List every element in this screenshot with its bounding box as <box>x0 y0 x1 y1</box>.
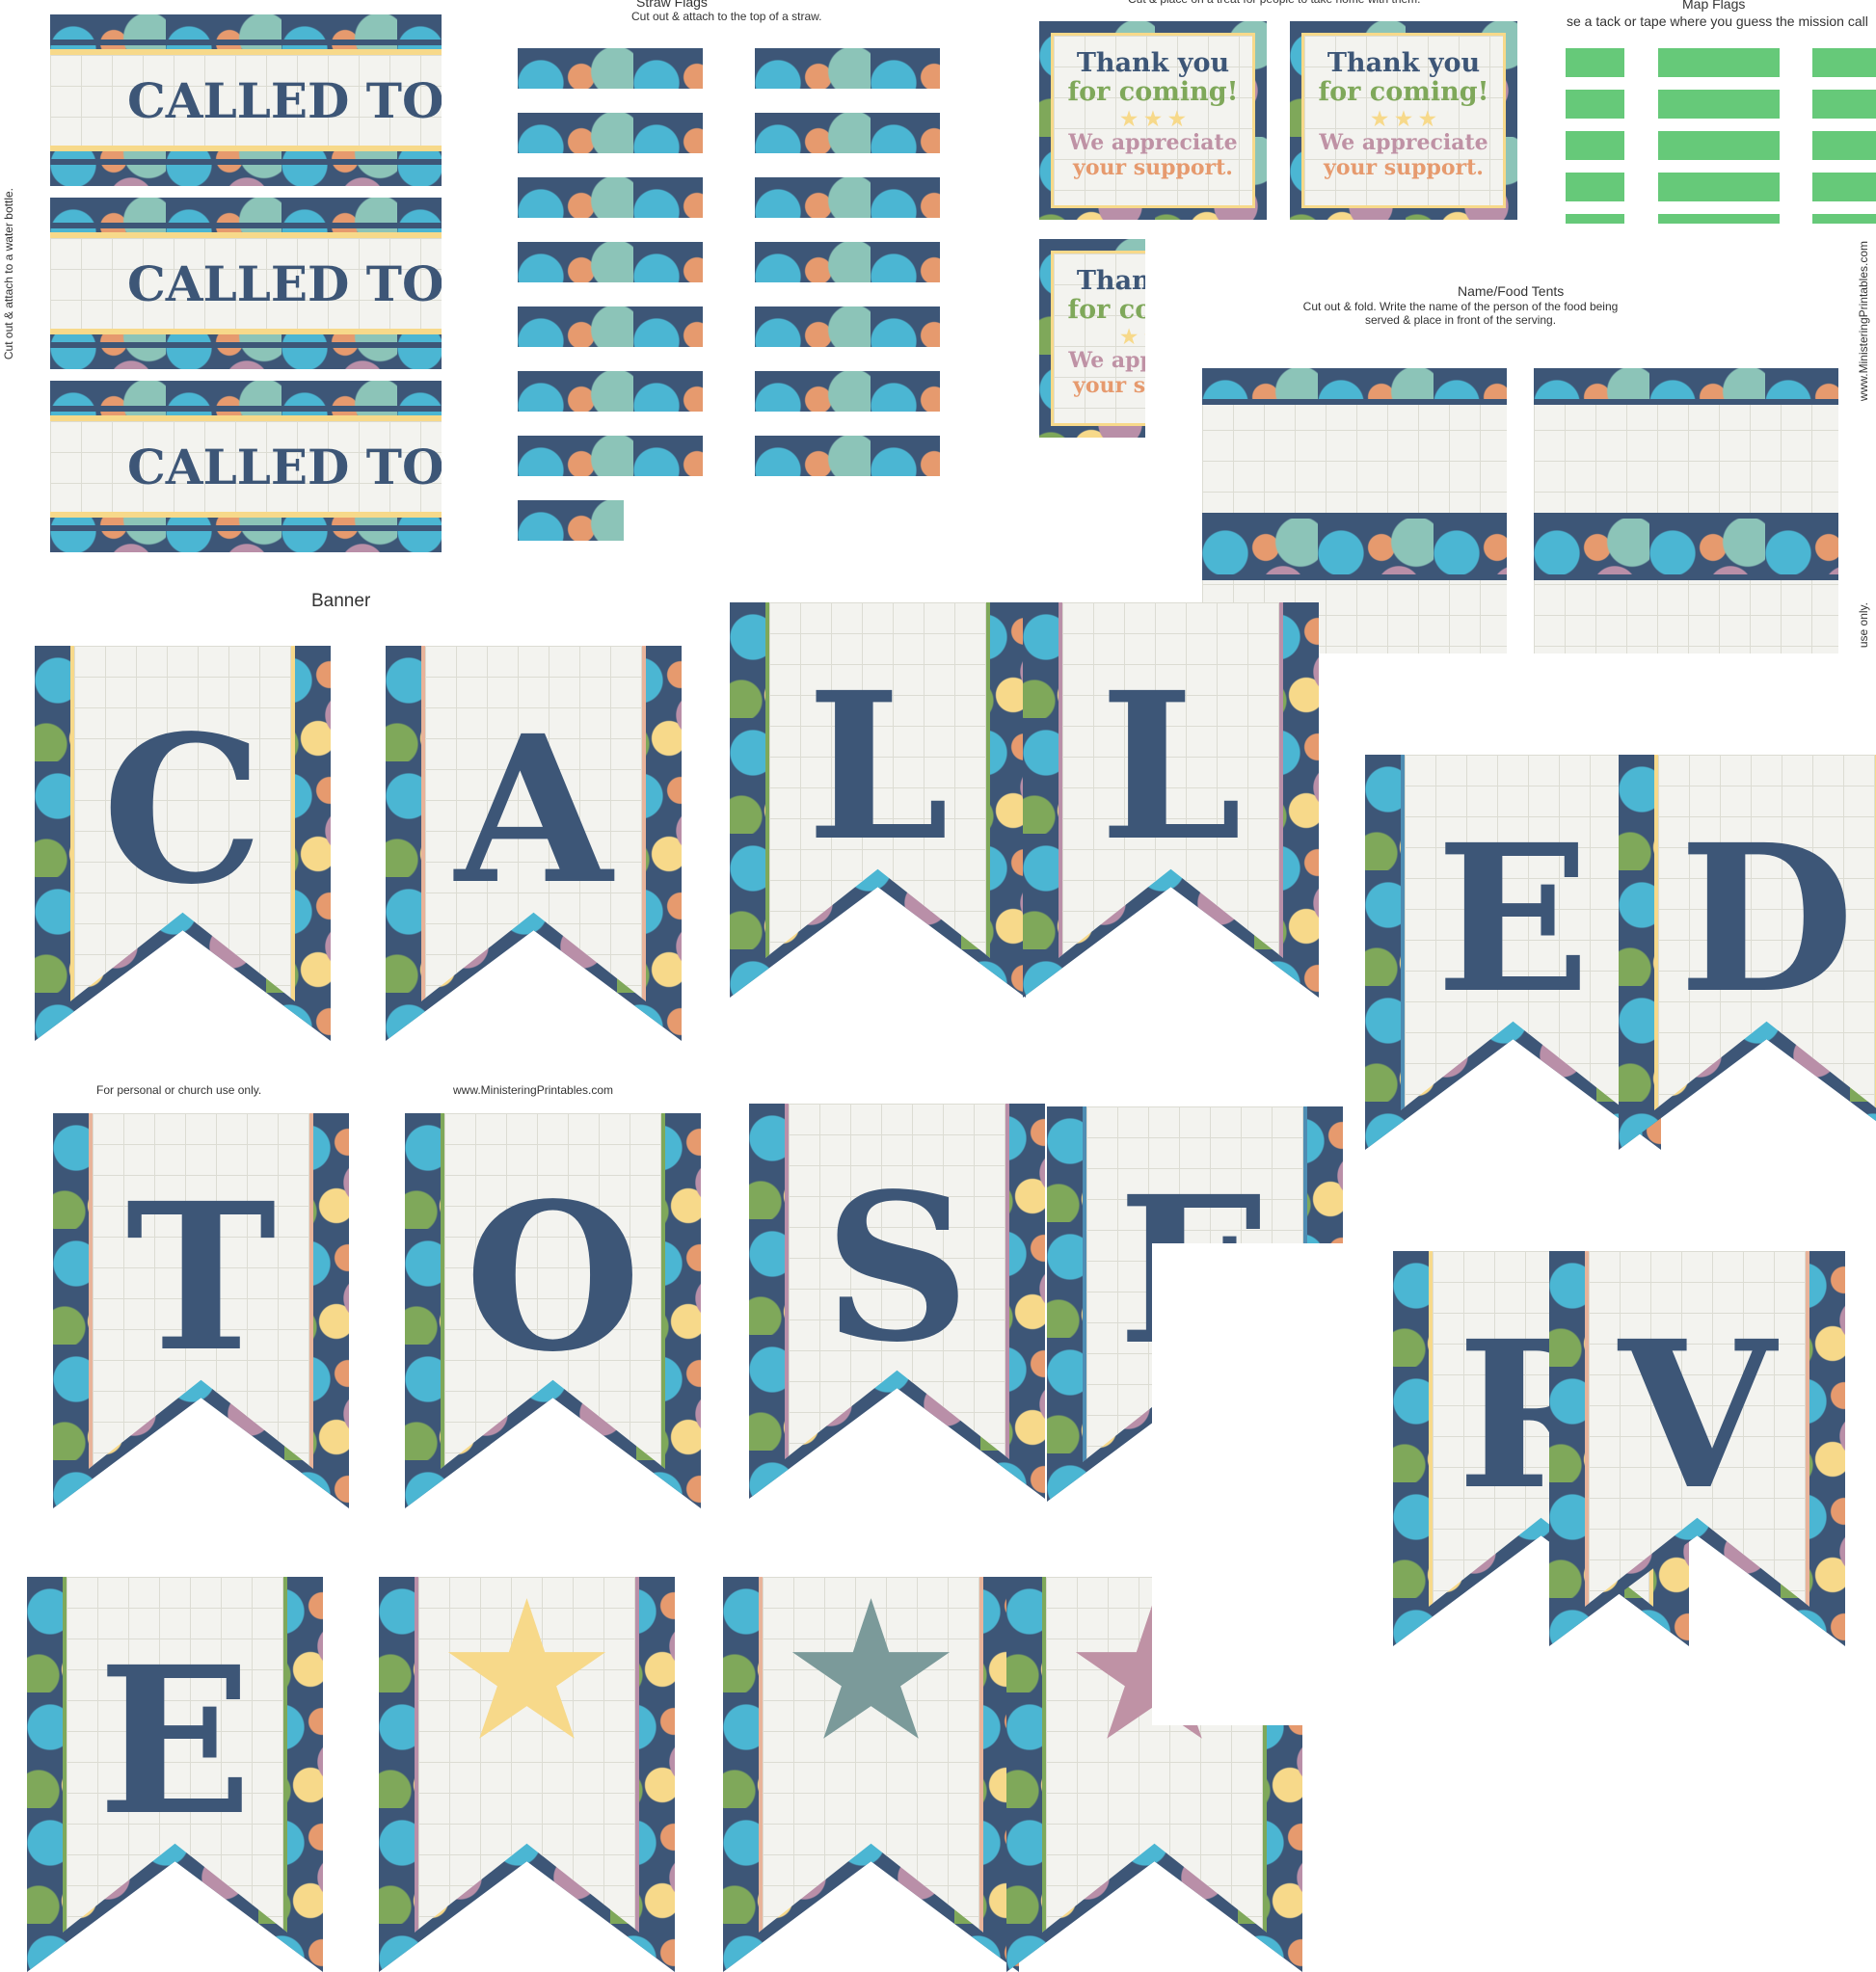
banner-pennant: L <box>730 602 1026 998</box>
water-bottle-label-text: CALLED TO S <box>127 72 442 129</box>
map-flag <box>1812 48 1876 77</box>
treat-card-line2: for coming! <box>1067 295 1145 325</box>
water-bottle-label: CALLED TO S <box>50 198 442 369</box>
straw-flag <box>518 371 703 412</box>
banner-letter: L <box>1099 648 1243 887</box>
banner-letter: E <box>97 1622 253 1861</box>
straw-flag <box>518 436 703 476</box>
water-bottle-instruction: Cut out & attach to a water bottle. <box>2 188 15 360</box>
banner-letter: V <box>1619 1296 1776 1535</box>
banner-pennant: O <box>405 1113 701 1508</box>
straw-flag <box>755 242 940 282</box>
star-gray-icon <box>791 1598 951 1739</box>
treat-card-line3: We appreciate <box>1068 348 1145 373</box>
straw-flag <box>518 177 703 218</box>
banner-title: Banner <box>311 591 371 611</box>
treat-card-line1: Thank you <box>1076 266 1145 296</box>
treat-cards-subtitle: Cut & place on a treat for people to tak… <box>1128 0 1421 6</box>
map-flag <box>1566 131 1624 160</box>
treat-card-line1: Thank you <box>1076 48 1230 78</box>
straw-flag <box>518 113 703 153</box>
side-url: www.MinisteringPrintables.com <box>1857 241 1870 402</box>
straw-flag <box>518 306 703 347</box>
map-flag <box>1658 131 1780 160</box>
banner-letter: O <box>465 1159 641 1398</box>
map-flag <box>1658 173 1780 201</box>
treat-card-line2: for coming! <box>1067 77 1239 107</box>
straw-flags-title: Straw Flags <box>636 0 708 10</box>
treat-card-line3: We appreciate <box>1068 130 1238 155</box>
straw-flags-subtitle: Cut out & attach to the top of a straw. <box>631 10 822 23</box>
treat-card-stars: ★ ★ ★ <box>1120 325 1145 348</box>
map-flag <box>1812 90 1876 119</box>
banner-pennant <box>723 1577 1019 1972</box>
banner-pennant: D <box>1619 755 1876 1150</box>
banner-letter: D <box>1678 800 1855 1039</box>
map-flag <box>1566 214 1624 224</box>
treat-card-line1: Thank you <box>1327 48 1481 78</box>
map-flag <box>1566 48 1624 77</box>
banner-letter: A <box>455 691 612 930</box>
map-flag <box>1566 173 1624 201</box>
name-tents-subtitle: Cut out & fold. Write the name of the pe… <box>1302 300 1619 327</box>
banner-pennant: E <box>27 1577 323 1972</box>
straw-flag <box>755 177 940 218</box>
banner-footer-left: For personal or church use only. <box>96 1083 262 1097</box>
map-flags-subtitle: se a tack or tape where you guess the mi… <box>1567 13 1868 29</box>
treat-card-line4: your support. <box>1073 373 1145 398</box>
treat-card-line2: for coming! <box>1318 77 1489 107</box>
straw-flag <box>518 500 624 541</box>
straw-flag <box>518 242 703 282</box>
banner-letter: S <box>823 1149 971 1388</box>
name-tents-title: Name/Food Tents <box>1458 283 1565 299</box>
banner-pennant: V <box>1549 1251 1845 1646</box>
map-flag <box>1812 131 1876 160</box>
banner-letter: T <box>125 1159 277 1398</box>
banner-pennant: L <box>1023 602 1319 998</box>
map-flag <box>1658 48 1780 77</box>
map-flag <box>1812 214 1876 224</box>
water-bottle-label: CALLED TO S <box>50 381 442 552</box>
name-tent <box>1534 368 1838 653</box>
star-yellow-icon <box>447 1598 606 1739</box>
banner-pennant <box>379 1577 675 1972</box>
banner-pennant: A <box>386 646 682 1041</box>
map-flag <box>1658 214 1780 224</box>
treat-card-stars: ★ ★ ★ <box>1371 107 1436 130</box>
banner-letter: L <box>806 648 950 887</box>
straw-flag <box>518 48 703 89</box>
treat-card-stars: ★ ★ ★ <box>1120 107 1186 130</box>
banner-pennant: E <box>1365 755 1661 1150</box>
straw-flag <box>755 436 940 476</box>
banner-pennant: C <box>35 646 331 1041</box>
map-flags-title: Map Flags <box>1682 0 1746 12</box>
map-flag <box>1658 90 1780 119</box>
banner-letter: C <box>101 691 264 930</box>
treat-card-line4: your support. <box>1324 155 1484 180</box>
water-bottle-label-text: CALLED TO S <box>127 255 442 312</box>
banner-letter: E <box>1435 800 1591 1039</box>
map-flag <box>1566 90 1624 119</box>
straw-flag <box>755 48 940 89</box>
water-bottle-label-text: CALLED TO S <box>127 439 442 495</box>
treat-card-line4: your support. <box>1073 155 1233 180</box>
straw-flag <box>755 306 940 347</box>
straw-flag <box>755 113 940 153</box>
treat-card-line3: We appreciate <box>1319 130 1488 155</box>
water-bottle-label: CALLED TO S <box>50 14 442 186</box>
straw-flag <box>755 371 940 412</box>
map-flag <box>1812 173 1876 201</box>
banner-pennant: T <box>53 1113 349 1508</box>
banner-pennant: S <box>749 1104 1045 1499</box>
side-use-note: use only. <box>1857 602 1870 649</box>
banner-footer-right: www.MinisteringPrintables.com <box>453 1083 614 1097</box>
